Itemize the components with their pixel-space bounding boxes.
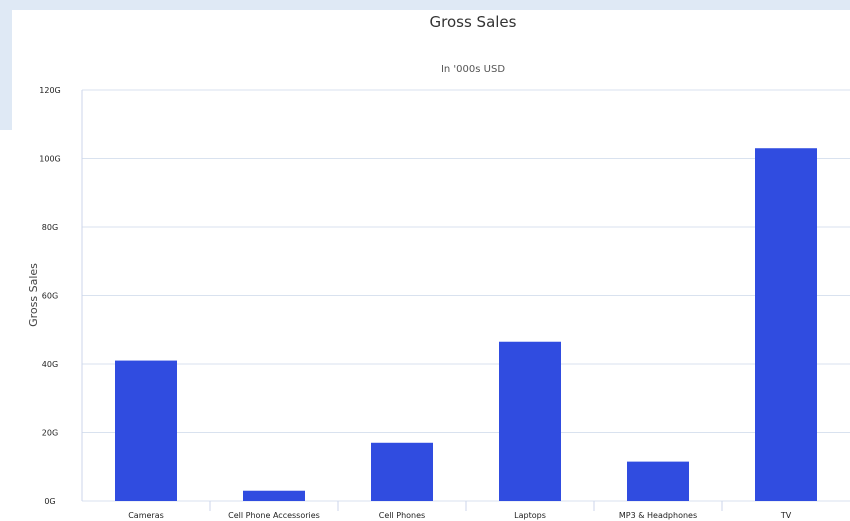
grid-lines xyxy=(81,89,850,511)
x-tick-labels: Cameras Cell Phone Accessories Cell Phones… xyxy=(128,511,791,520)
top-band xyxy=(0,0,850,10)
x-tick-label: Laptops xyxy=(514,511,546,520)
y-tick-label: 60G xyxy=(42,292,58,301)
left-band xyxy=(0,0,12,130)
y-tick-label: 80G xyxy=(42,223,58,232)
x-tick-label: TV xyxy=(780,511,792,520)
x-tick-label: MP3 & Headphones xyxy=(619,511,697,520)
y-tick-label: 0G xyxy=(44,497,55,506)
bar xyxy=(243,490,305,501)
bar xyxy=(627,461,689,501)
chart-subtitle: In '000s USD xyxy=(441,64,505,75)
bar xyxy=(371,442,433,501)
y-tick-labels: 0G 20G 40G 60G 80G 100G 120G xyxy=(39,86,60,506)
x-tick-label: Cell Phones xyxy=(379,511,425,520)
y-tick-label: 120G xyxy=(39,86,60,95)
bar xyxy=(499,341,561,501)
y-tick-label: 100G xyxy=(39,155,60,164)
y-tick-label: 20G xyxy=(42,429,58,438)
chart-title: Gross Sales xyxy=(430,13,517,31)
x-tick-label: Cameras xyxy=(128,511,164,520)
bar xyxy=(755,148,817,501)
bars xyxy=(115,148,817,501)
bar xyxy=(115,360,177,501)
y-axis-title: Gross Sales xyxy=(27,263,40,327)
x-tick-label: Cell Phone Accessories xyxy=(228,511,320,520)
y-tick-label: 40G xyxy=(42,360,58,369)
